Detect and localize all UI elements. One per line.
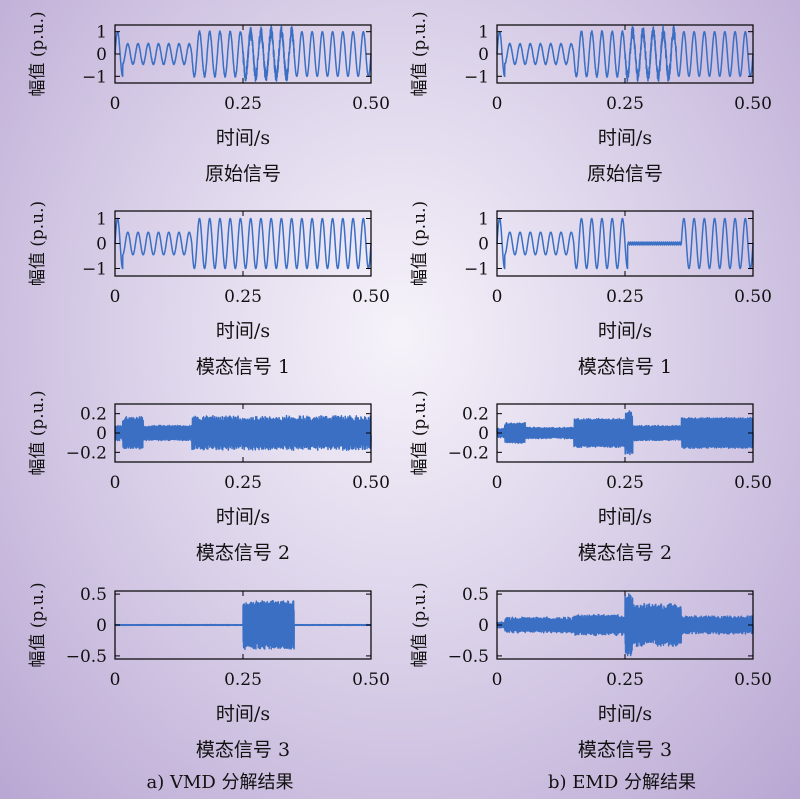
y-tick-label: 0 <box>96 424 107 444</box>
y-tick-label: 1 <box>478 210 489 230</box>
x-axis-label: 时间/s <box>216 506 270 528</box>
x-tick-label: 0.50 <box>734 287 772 307</box>
x-tick-label: 0.50 <box>352 287 390 307</box>
y-tick-label: −0.5 <box>448 647 489 667</box>
x-tick-label: 0.25 <box>224 287 262 307</box>
y-axis-label: 幅值 (p.u.) <box>28 582 48 667</box>
y-tick-label: 0.5 <box>462 585 489 605</box>
y-tick-label: 0 <box>96 616 107 636</box>
series-line-emd-mode1 <box>496 217 754 270</box>
panel-caption: 模态信号 1 <box>578 356 672 378</box>
x-tick-label: 0 <box>110 670 121 690</box>
x-tick-label: 0.25 <box>606 670 644 690</box>
y-axis-label: 幅值 (p.u.) <box>28 201 48 286</box>
x-tick-label: 0.25 <box>224 670 262 690</box>
panel-caption: 原始信号 <box>205 163 281 185</box>
x-tick-label: 0.50 <box>352 94 390 114</box>
x-axis-label: 时间/s <box>216 703 270 725</box>
x-tick-label: 0.50 <box>734 670 772 690</box>
panel-caption: 模态信号 3 <box>196 739 290 761</box>
x-axis-label: 时间/s <box>216 127 270 149</box>
x-axis-label: 时间/s <box>598 320 652 342</box>
series-line-emd-mode2 <box>496 410 754 456</box>
x-axis-label: 时间/s <box>598 506 652 528</box>
y-axis-label: 幅值 (p.u.) <box>28 11 48 96</box>
y-axis-label: 幅值 (p.u.) <box>410 582 430 667</box>
y-tick-label: 0 <box>478 45 489 65</box>
y-axis-label: 幅值 (p.u.) <box>410 201 430 286</box>
y-tick-label: 0 <box>478 616 489 636</box>
y-axis-label: 幅值 (p.u.) <box>410 11 430 96</box>
series-line-emd-original <box>496 25 754 83</box>
x-tick-label: 0.50 <box>352 473 390 493</box>
panel-caption: 模态信号 3 <box>578 739 672 761</box>
x-tick-label: 0 <box>492 94 503 114</box>
x-tick-label: 0.25 <box>224 473 262 493</box>
x-tick-label: 0 <box>110 473 121 493</box>
y-tick-label: 0 <box>478 424 489 444</box>
x-axis-label: 时间/s <box>598 703 652 725</box>
caption-vmd: a) VMD 分解结果 <box>146 772 293 793</box>
y-tick-label: −1 <box>82 260 107 280</box>
y-tick-label: 0.5 <box>80 585 107 605</box>
y-tick-label: 1 <box>96 23 107 43</box>
x-tick-label: 0.25 <box>224 94 262 114</box>
y-tick-label: 0 <box>478 235 489 255</box>
x-tick-label: 0.50 <box>734 94 772 114</box>
x-tick-label: 0 <box>492 287 503 307</box>
y-tick-label: 0.2 <box>80 405 107 425</box>
y-axis-label: 幅值 (p.u.) <box>28 390 48 475</box>
series-line-vmd-original <box>114 25 372 82</box>
y-tick-label: −0.2 <box>448 443 489 463</box>
y-axis-label: 幅值 (p.u.) <box>410 390 430 475</box>
y-tick-label: −0.2 <box>66 443 107 463</box>
panel-caption: 模态信号 1 <box>196 356 290 378</box>
x-tick-label: 0.25 <box>606 94 644 114</box>
x-tick-label: 0.25 <box>606 473 644 493</box>
series-line-vmd-mode2 <box>114 414 372 452</box>
panel-caption: 模态信号 2 <box>196 542 290 564</box>
x-tick-label: 0 <box>110 287 121 307</box>
x-tick-label: 0 <box>492 473 503 493</box>
x-tick-label: 0.50 <box>352 670 390 690</box>
series-line-emd-mode3 <box>496 593 754 657</box>
y-tick-label: 0.2 <box>462 405 489 425</box>
caption-emd: b) EMD 分解结果 <box>548 772 696 793</box>
x-tick-label: 0 <box>492 670 503 690</box>
x-axis-label: 时间/s <box>216 320 270 342</box>
panel-caption: 原始信号 <box>587 163 663 185</box>
y-tick-label: 1 <box>96 210 107 230</box>
x-tick-label: 0.25 <box>606 287 644 307</box>
x-tick-label: 0.50 <box>734 473 772 493</box>
series-line-vmd-mode3 <box>114 599 372 651</box>
y-tick-label: −1 <box>464 260 489 280</box>
y-tick-label: 1 <box>478 23 489 43</box>
y-tick-label: −1 <box>464 67 489 87</box>
y-tick-label: 0 <box>96 45 107 65</box>
x-tick-label: 0 <box>110 94 121 114</box>
y-tick-label: −1 <box>82 67 107 87</box>
panel-caption: 模态信号 2 <box>578 542 672 564</box>
series-line-vmd-mode1 <box>114 217 372 270</box>
y-tick-label: −0.5 <box>66 647 107 667</box>
x-axis-label: 时间/s <box>598 127 652 149</box>
y-tick-label: 0 <box>96 235 107 255</box>
